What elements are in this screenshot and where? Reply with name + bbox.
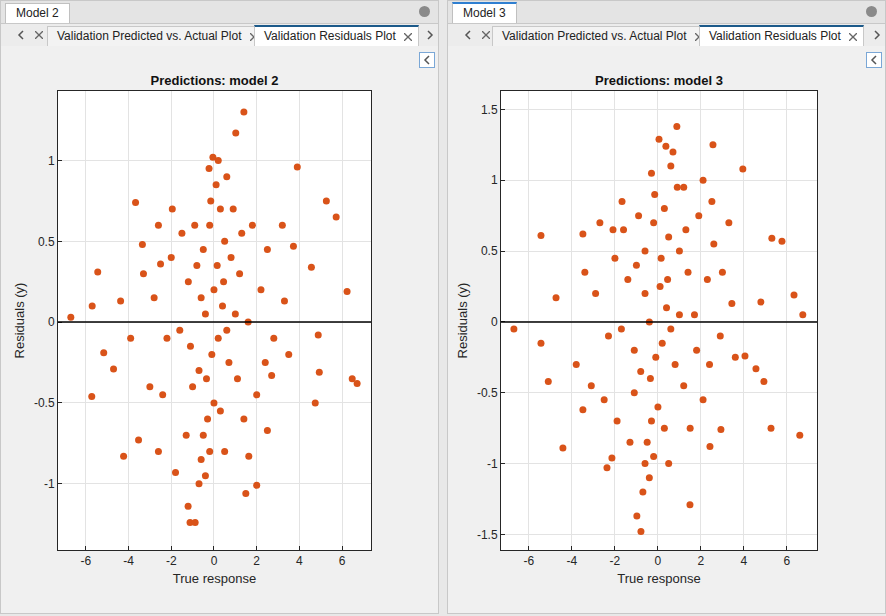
- svg-text:Predictions: model 2: Predictions: model 2: [151, 73, 279, 88]
- html-text:Validation Residuals Plot: Validation Residuals Plot: [264, 29, 396, 43]
- html-text:Validation Predicted vs. Actua: Validation Predicted vs. Actual Plot: [502, 29, 687, 43]
- html-text:Validation Predicted vs. Actua: Validation Predicted vs. Actual Plot: [57, 29, 242, 43]
- svg-text:True response: True response: [617, 571, 700, 586]
- svg-text:0: 0: [211, 554, 218, 568]
- svg-text:2: 2: [253, 554, 260, 568]
- svg-text:0: 0: [491, 315, 498, 329]
- svg-text:1.5: 1.5: [481, 103, 498, 117]
- html-text:Validation Residuals Plot: Validation Residuals Plot: [709, 29, 841, 43]
- svg-text:-2: -2: [166, 554, 177, 568]
- svg-text:-6: -6: [524, 554, 535, 568]
- svg-text:0: 0: [655, 554, 662, 568]
- svg-text:-1.5: -1.5: [477, 528, 498, 542]
- svg-text:-0.5: -0.5: [34, 396, 55, 410]
- svg-text:0.5: 0.5: [481, 244, 498, 258]
- svg-text:1: 1: [491, 173, 498, 187]
- html-text:Model 3: Model 3: [463, 6, 506, 20]
- svg-text:6: 6: [339, 554, 346, 568]
- svg-text:-4: -4: [567, 554, 578, 568]
- svg-text:Residuals (y): Residuals (y): [455, 283, 470, 359]
- svg-text:Residuals (y): Residuals (y): [12, 283, 27, 359]
- svg-text:4: 4: [741, 554, 748, 568]
- html-text:Model 2: Model 2: [16, 6, 59, 20]
- svg-text:-2: -2: [610, 554, 621, 568]
- svg-text:1: 1: [48, 154, 55, 168]
- svg-text:-6: -6: [80, 554, 91, 568]
- svg-text:0: 0: [48, 315, 55, 329]
- svg-text:0.5: 0.5: [38, 235, 55, 249]
- svg-text:-1: -1: [44, 477, 55, 491]
- svg-text:True response: True response: [173, 571, 256, 586]
- svg-text:-0.5: -0.5: [477, 386, 498, 400]
- svg-text:4: 4: [296, 554, 303, 568]
- svg-text:Predictions: model 3: Predictions: model 3: [595, 73, 723, 88]
- svg-text:-1: -1: [487, 457, 498, 471]
- svg-text:2: 2: [698, 554, 705, 568]
- svg-text:-4: -4: [123, 554, 134, 568]
- svg-text:6: 6: [784, 554, 791, 568]
